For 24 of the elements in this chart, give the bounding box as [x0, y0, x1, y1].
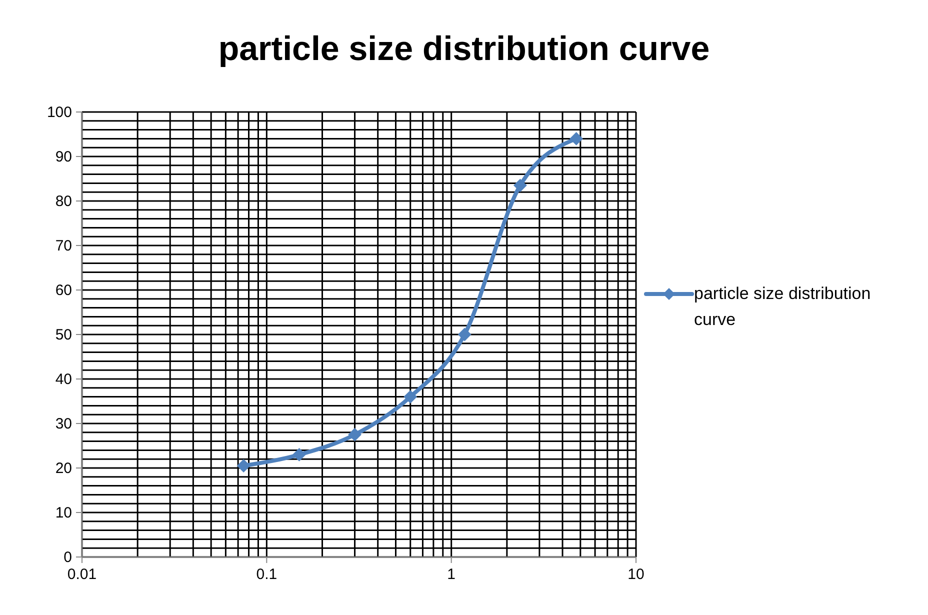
point: [458, 328, 472, 341]
x-tick-label: 10: [628, 566, 644, 583]
y-tick-label: 90: [55, 148, 72, 166]
y-tick-label: 70: [55, 238, 72, 254]
point: [514, 178, 527, 192]
y-tick-label: 50: [55, 326, 72, 344]
y-tick-label: 80: [55, 193, 72, 210]
y-tick-label: 60: [55, 282, 72, 299]
point: [292, 448, 306, 462]
point: [570, 132, 583, 146]
x-tick-label: 0.01: [67, 566, 97, 583]
point: [237, 459, 250, 472]
x-tick-label: 0.1: [256, 566, 278, 583]
y-tick-label: 40: [55, 371, 72, 388]
y-tick-label: 10: [55, 504, 72, 522]
chart-title: particle size distribution curve: [217, 30, 711, 69]
point: [348, 428, 362, 442]
y-tick-label: 100: [46, 104, 72, 121]
y-tick-label: 20: [55, 460, 72, 477]
x-tick-label: 1: [447, 566, 456, 583]
legend-label: particle size distribution curve: [694, 282, 872, 330]
y-tick-label: 30: [55, 416, 72, 432]
point: [404, 390, 417, 404]
y-tick-label: 0: [64, 549, 72, 566]
